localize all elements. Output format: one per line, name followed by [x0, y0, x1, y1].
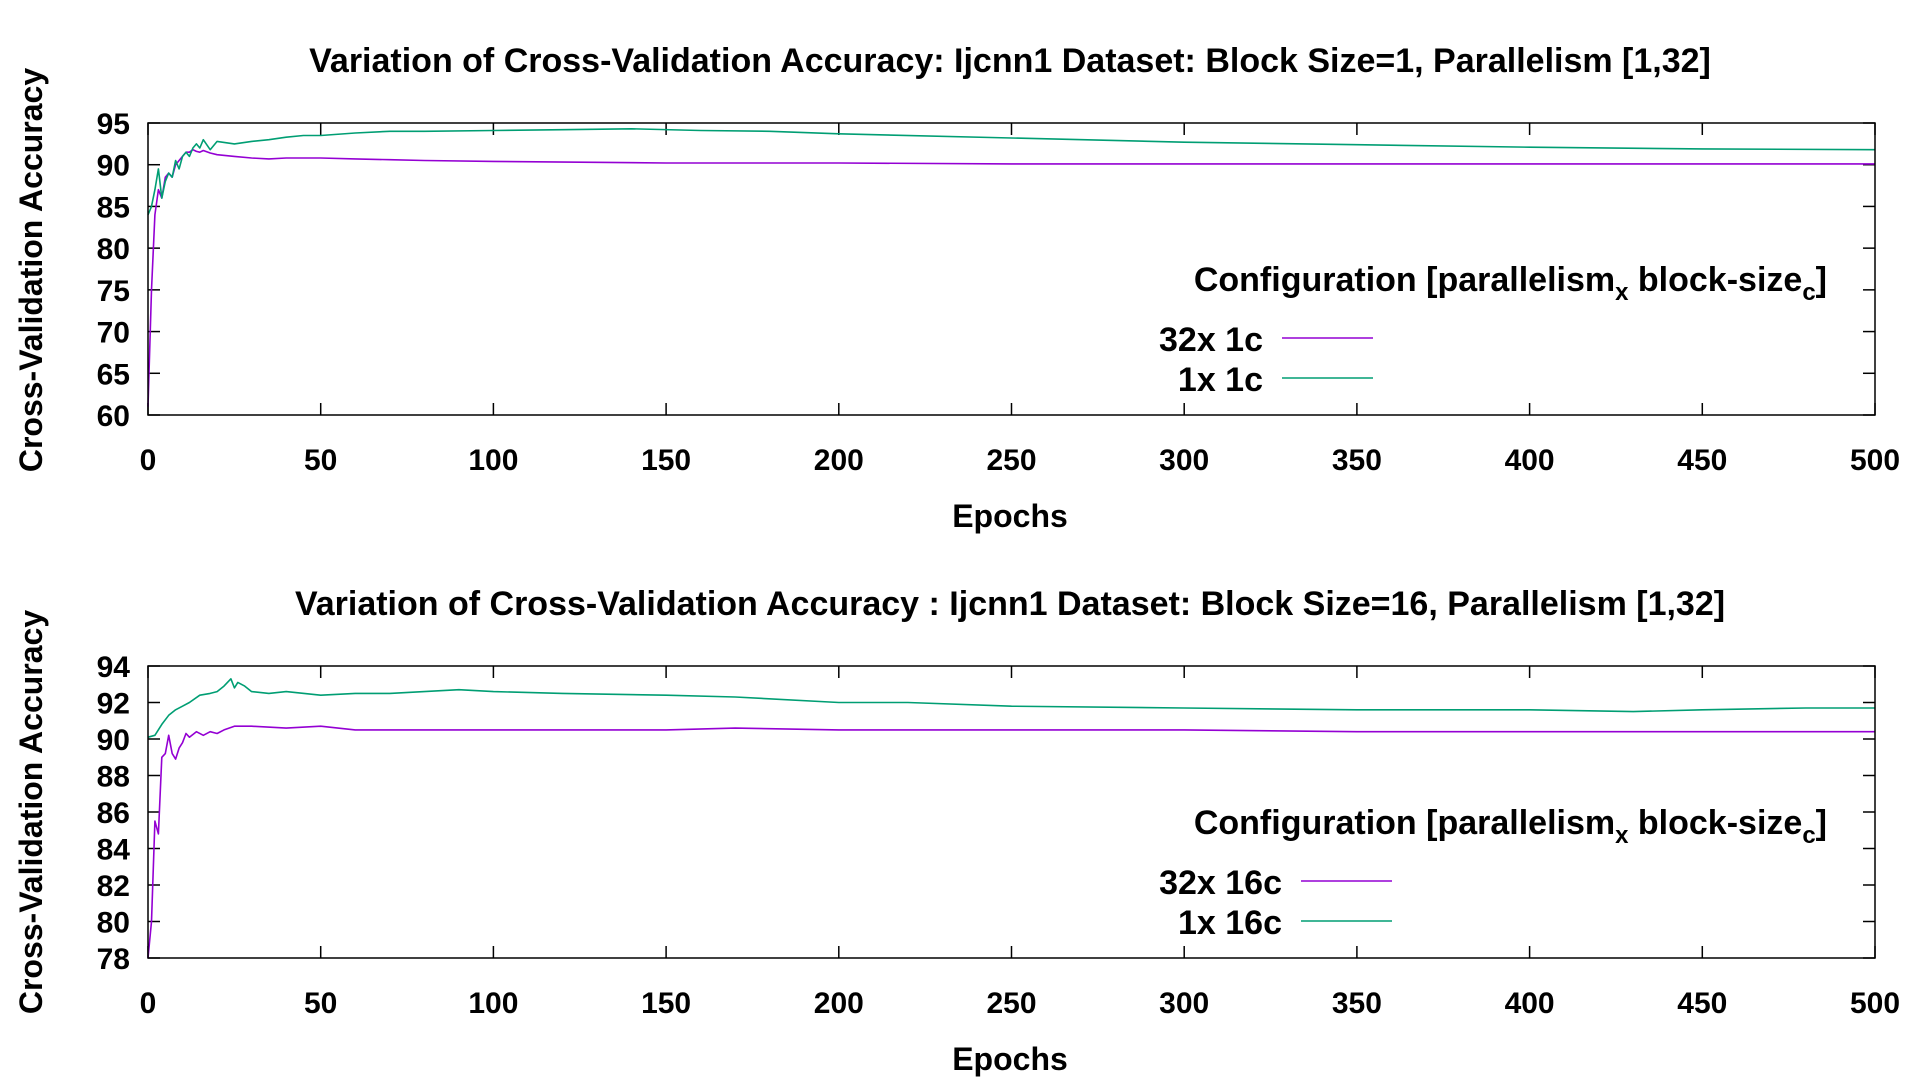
chart-1-plot-frame — [147, 122, 1876, 416]
y-tick-label: 60 — [97, 400, 130, 433]
y-tick-label: 90 — [97, 724, 130, 757]
x-tick-label: 150 — [641, 987, 691, 1020]
x-tick-label: 150 — [641, 444, 691, 477]
chart-2-y-axis-label: Cross-Validation Accuracy — [13, 610, 49, 1015]
y-tick-label: 94 — [97, 651, 131, 684]
x-tick-label: 250 — [986, 444, 1036, 477]
x-tick-label: 450 — [1677, 987, 1727, 1020]
x-tick-label: 500 — [1850, 444, 1900, 477]
x-tick-label: 400 — [1505, 444, 1555, 477]
chart-1-series-lines — [147, 128, 1876, 407]
x-tick-label: 200 — [814, 987, 864, 1020]
x-tick-label: 100 — [468, 444, 518, 477]
x-tick-label: 300 — [1159, 987, 1209, 1020]
y-tick-label: 82 — [97, 870, 130, 903]
x-tick-label: 100 — [468, 987, 518, 1020]
x-tick-label: 350 — [1332, 987, 1382, 1020]
x-tick-label: 250 — [986, 987, 1036, 1020]
y-tick-label: 75 — [97, 275, 130, 308]
chart-1-legend-label-series-2: 1x 1c — [1178, 361, 1263, 399]
y-tick-label: 88 — [97, 761, 130, 794]
x-tick-label: 500 — [1850, 987, 1900, 1020]
y-tick-label: 95 — [97, 108, 130, 141]
chart-1-legend-title: Configuration [parallelismx block-sizec] — [1194, 261, 1827, 306]
x-tick-label: 300 — [1159, 444, 1209, 477]
x-tick-label: 400 — [1505, 987, 1555, 1020]
y-tick-label: 86 — [97, 797, 130, 830]
chart-1-y-axis-label: Cross-Validation Accuracy — [13, 68, 49, 473]
series-line-2 — [147, 128, 1876, 216]
chart-2: Variation of Cross-Validation Accuracy :… — [13, 585, 1900, 1077]
x-tick-label: 200 — [814, 444, 864, 477]
chart-1-x-axis-label: Epochs — [952, 498, 1068, 534]
x-tick-label: 450 — [1677, 444, 1727, 477]
chart-2-legend: Configuration [parallelismx block-sizec]… — [1159, 804, 1827, 942]
chart-1-ticks: 0 50 100 150 200 250 300 350 400 450 500 60 65 70 75 80… — [97, 108, 1900, 477]
series-line-1 — [147, 725, 1875, 959]
x-tick-label: 0 — [140, 987, 157, 1020]
y-tick-label: 92 — [97, 688, 130, 721]
y-tick-label: 70 — [97, 317, 130, 350]
y-tick-label: 90 — [97, 150, 130, 183]
x-tick-label: 0 — [140, 444, 157, 477]
y-tick-label: 85 — [97, 191, 130, 224]
y-tick-label: 80 — [97, 907, 130, 940]
chart-2-legend-label-series-2: 1x 16c — [1178, 904, 1282, 942]
series-line-2 — [147, 677, 1875, 738]
chart-2-series-lines — [147, 677, 1875, 959]
x-tick-label: 50 — [304, 444, 337, 477]
chart-1-legend: Configuration [parallelismx block-sizec]… — [1159, 261, 1827, 399]
chart-1: Variation of Cross-Validation Accuracy: … — [13, 42, 1900, 534]
chart-1-title: Variation of Cross-Validation Accuracy: … — [309, 42, 1711, 80]
chart-2-legend-title: Configuration [parallelismx block-sizec] — [1194, 804, 1827, 849]
chart-2-x-axis-label: Epochs — [952, 1041, 1068, 1077]
x-tick-label: 50 — [304, 987, 337, 1020]
y-tick-label: 78 — [97, 943, 130, 976]
chart-1-legend-label-series-1: 32x 1c — [1159, 321, 1263, 359]
chart-2-legend-label-series-1: 32x 16c — [1159, 864, 1282, 902]
y-tick-label: 84 — [97, 834, 131, 867]
chart-2-title: Variation of Cross-Validation Accuracy :… — [295, 585, 1725, 623]
y-tick-label: 80 — [97, 233, 130, 266]
chart-2-plot-frame — [147, 665, 1876, 959]
y-tick-label: 65 — [97, 358, 130, 391]
x-tick-label: 350 — [1332, 444, 1382, 477]
